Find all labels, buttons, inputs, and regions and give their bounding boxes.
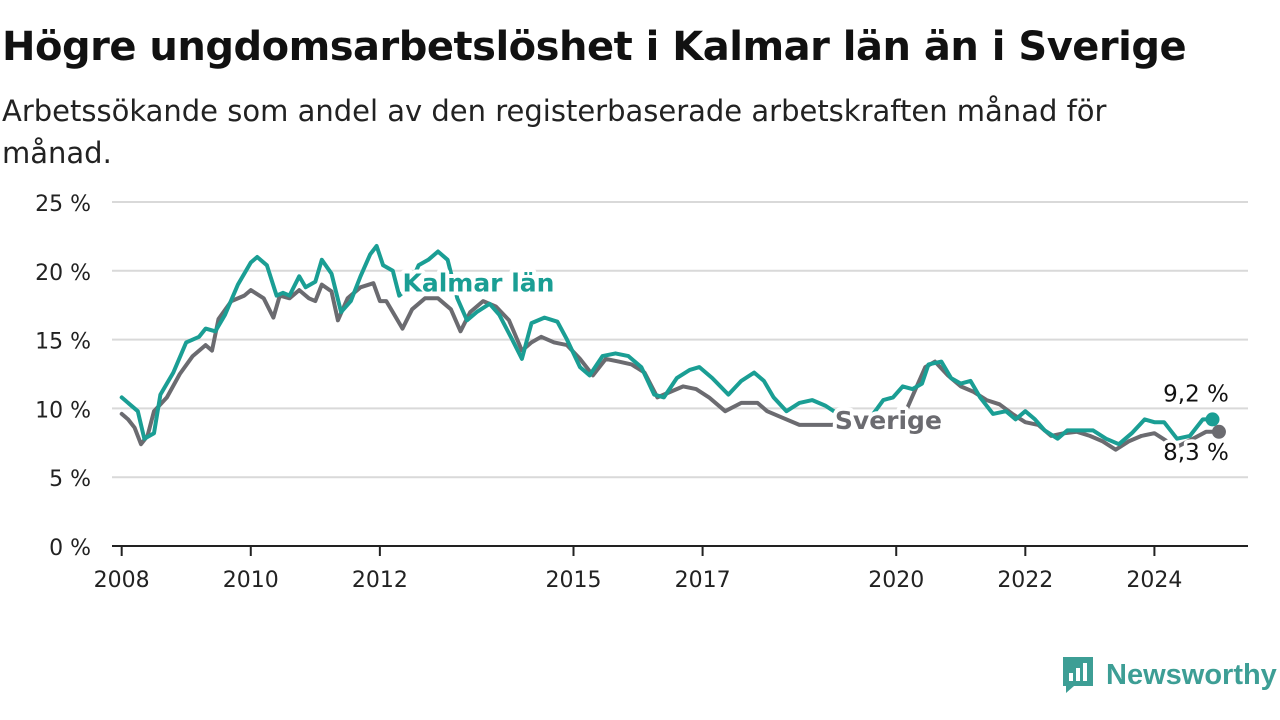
y-tick-label: 0 % — [49, 536, 91, 561]
brand-name: Newsworthy — [1106, 658, 1277, 691]
end-value-halo: 8,3 % — [1163, 440, 1229, 466]
x-axis-ticks: 2008 2010 2012 2015 2017 2020 2022 2024 — [94, 546, 1182, 593]
chart-title: Högre ungdomsarbetslöshet i Kalmar län ä… — [2, 24, 1187, 70]
x-tick-label: 2012 — [352, 568, 408, 593]
x-tick-label: 2020 — [868, 568, 924, 593]
brand-logo: Newsworthy — [1060, 655, 1277, 695]
y-tick-label: 25 % — [35, 192, 91, 217]
line-chart: 0 %5 %10 %15 %20 %25 % 2008 2010 2012 2015 2… — [35, 192, 1248, 593]
series-lines — [119, 244, 1226, 452]
end-value-halo: 9,2 % — [1163, 381, 1229, 407]
newsworthy-chart-logo-icon — [1063, 657, 1093, 693]
series-label-halo: Kalmar län — [402, 268, 554, 297]
series-label: Kalmar län — [402, 268, 554, 297]
x-tick-label: 2008 — [94, 568, 150, 593]
series-line-sverige — [119, 281, 1221, 452]
series-line-kalmar-lan — [119, 244, 1215, 447]
series-label: Sverige — [835, 406, 942, 435]
series-end-point — [1211, 424, 1226, 439]
x-tick-label: 2017 — [675, 568, 731, 593]
end-value-label: 8,3 % — [1163, 440, 1229, 466]
end-value-label: 9,2 % — [1163, 381, 1229, 407]
y-axis-ticks: 0 % 5 % 10 % 15 % 20 % 25 % — [35, 192, 91, 561]
x-tick-label: 2010 — [223, 568, 279, 593]
y-tick-label: 10 % — [35, 398, 91, 423]
x-tick-label: 2024 — [1126, 568, 1182, 593]
gridlines — [112, 201, 1248, 547]
y-tick-label: 20 % — [35, 261, 91, 286]
x-tick-label: 2015 — [546, 568, 602, 593]
x-tick-label: 2022 — [997, 568, 1053, 593]
chart-subtitle: Arbetssökande som andel av den registerb… — [2, 94, 1107, 170]
y-tick-label: 15 % — [35, 330, 91, 355]
series-label-halo: Sverige — [835, 406, 942, 435]
y-tick-label: 5 % — [49, 467, 91, 492]
series-end-point — [1205, 412, 1220, 427]
